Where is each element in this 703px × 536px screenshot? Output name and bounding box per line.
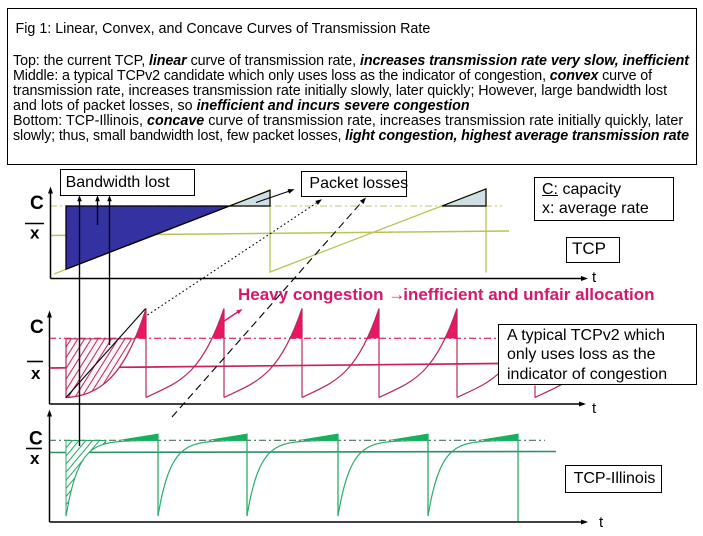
svg-text:x: x — [30, 224, 40, 243]
svg-text:x: x — [31, 364, 41, 383]
svg-text:C: C — [30, 317, 44, 338]
svg-text:x: x — [30, 449, 40, 468]
svg-text:t: t — [592, 269, 597, 286]
svg-text:t: t — [599, 514, 604, 531]
svg-text:C: C — [30, 193, 44, 214]
svg-text:t: t — [592, 400, 597, 417]
svg-text:C: C — [29, 429, 43, 450]
